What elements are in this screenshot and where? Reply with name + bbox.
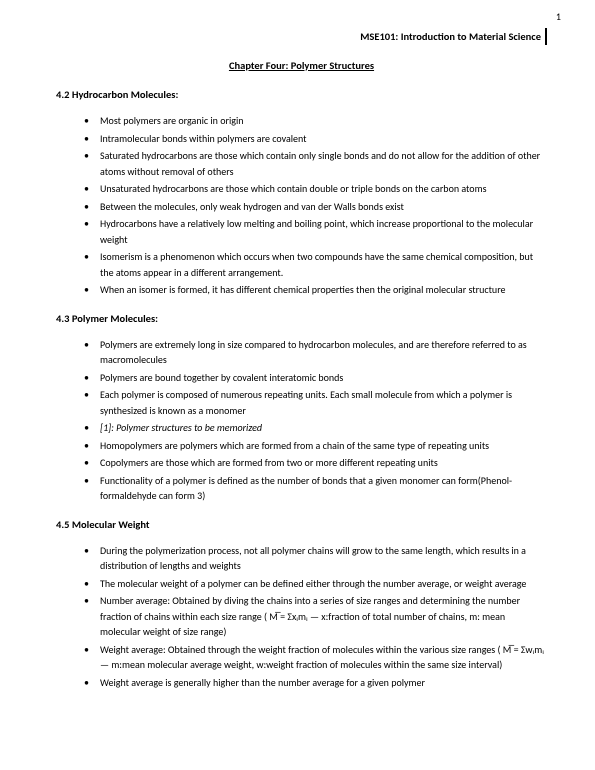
bullet-item: Polymers are extremely long in size comp… [84,337,547,368]
bullet-item: The molecular weight of a polymer can be… [84,576,547,592]
bullet-item: Hydrocarbons have a relatively low melti… [84,216,547,247]
bullet-item: Isomerism is a phenomenon which occurs w… [84,249,547,280]
bullet-item: Intramolecular bonds within polymers are… [84,131,547,147]
bullet-item: [1]: Polymer structures to be memorized [84,420,547,436]
bullet-list: Most polymers are organic in origin Intra… [56,113,547,298]
section-heading: 4.3 Polymer Molecules: [56,312,547,325]
bullet-item: When an isomer is formed, it has differe… [84,282,547,298]
course-header: MSE101: Introduction to Material Science [56,28,547,45]
bullet-list: Polymers are extremely long in size comp… [56,337,547,504]
bullet-item: Most polymers are organic in origin [84,113,547,129]
bullet-item: Weight average: Obtained through the wei… [84,642,547,673]
bullet-item: Polymers are bound together by covalent … [84,370,547,386]
bullet-item: Functionality of a polymer is defined as… [84,473,547,504]
bullet-item: Unsaturated hydrocarbons are those which… [84,181,547,197]
bullet-item: Between the molecules, only weak hydroge… [84,199,547,215]
bullet-item: Saturated hydrocarbons are those which c… [84,148,547,179]
bullet-list: During the polymerization process, not a… [56,543,547,691]
bullet-item: Each polymer is composed of numerous rep… [84,387,547,418]
sections-container: 4.2 Hydrocarbon Molecules: Most polymers … [56,88,547,690]
bullet-item: Weight average is generally higher than … [84,675,547,691]
chapter-title: Chapter Four: Polymer Structures [56,59,547,72]
section-heading: 4.2 Hydrocarbon Molecules: [56,88,547,101]
bullet-item: Copolymers are those which are formed fr… [84,455,547,471]
section-heading: 4.5 Molecular Weight [56,518,547,531]
page-number: 1 [556,10,561,23]
bullet-item: Homopolymers are polymers which are form… [84,438,547,454]
bullet-item: Number average: Obtained by diving the c… [84,593,547,640]
bullet-item: During the polymerization process, not a… [84,543,547,574]
